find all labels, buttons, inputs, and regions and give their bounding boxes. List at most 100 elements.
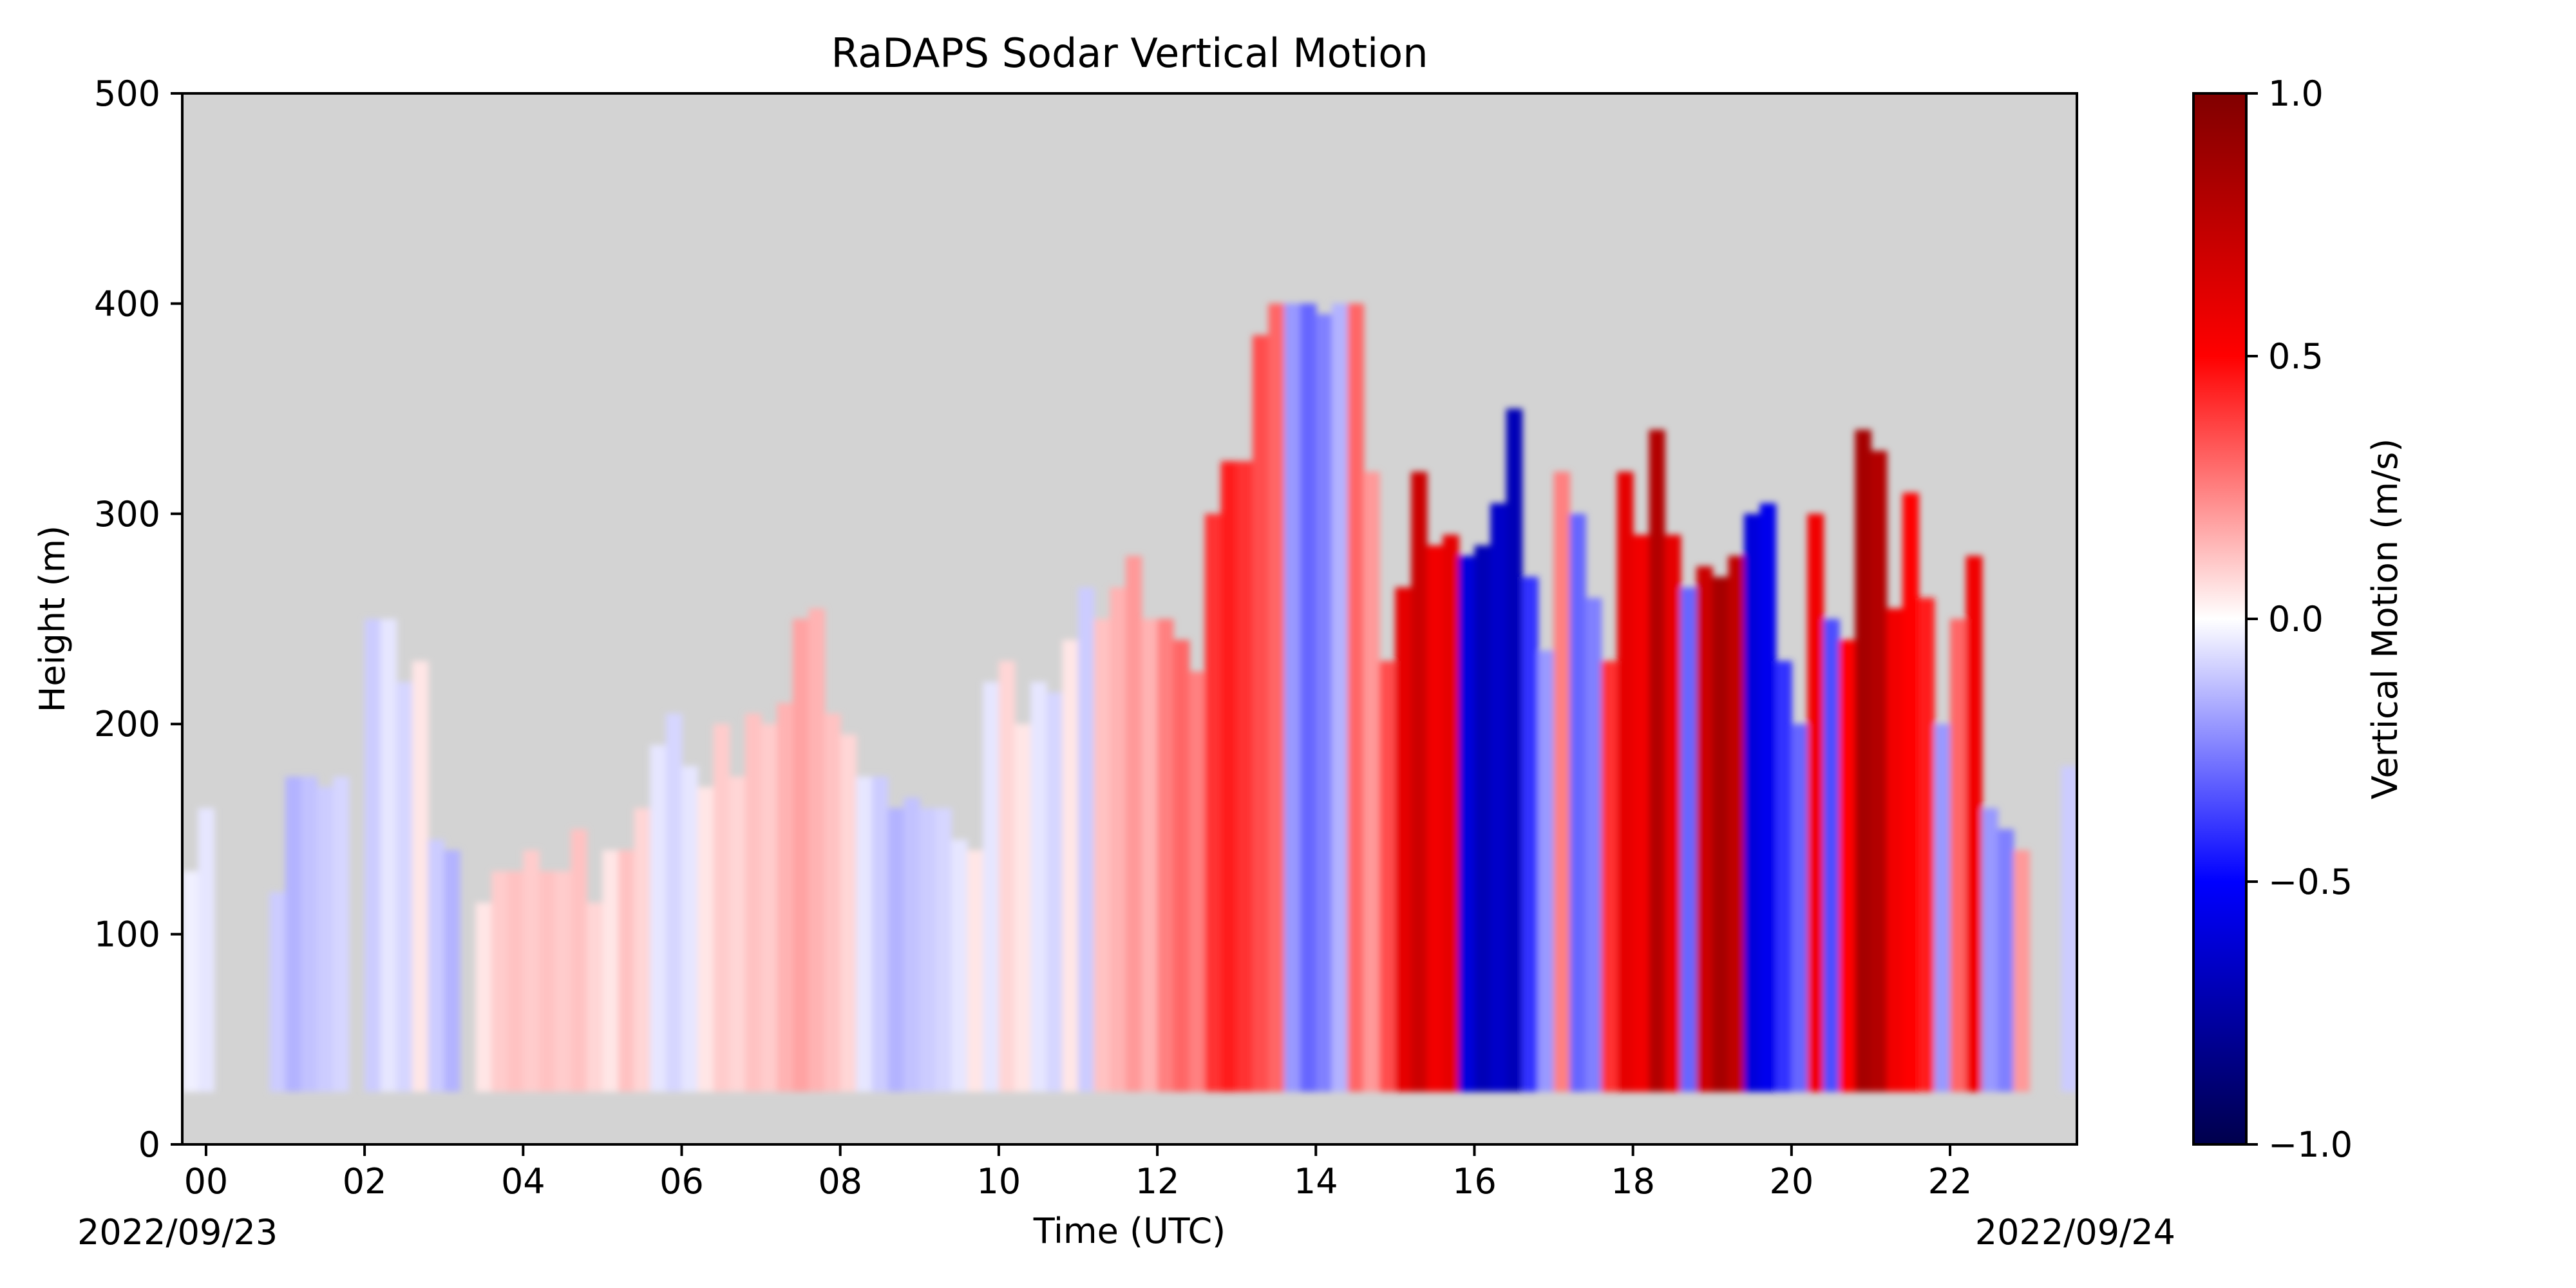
data-column bbox=[1696, 566, 1713, 1092]
x-axis: 00 02 04 06 08 10 12 14 16 18 20 22 bbox=[184, 1144, 1972, 1202]
data-column bbox=[713, 724, 730, 1092]
data-column bbox=[1601, 661, 1618, 1092]
data-column bbox=[1300, 303, 1317, 1092]
data-column bbox=[182, 871, 199, 1092]
data-column bbox=[523, 850, 540, 1092]
data-column bbox=[745, 713, 762, 1092]
data-column bbox=[1078, 587, 1095, 1092]
data-column bbox=[761, 724, 778, 1092]
data-column bbox=[967, 850, 984, 1092]
data-column bbox=[1490, 503, 1507, 1092]
data-column bbox=[808, 608, 826, 1092]
data-column bbox=[1522, 576, 1539, 1092]
data-column bbox=[1014, 724, 1032, 1092]
colorbar-tick-label: 1.0 bbox=[2268, 73, 2324, 114]
data-column bbox=[1982, 808, 1998, 1092]
data-column bbox=[301, 776, 318, 1092]
data-column bbox=[650, 744, 667, 1092]
data-column bbox=[1252, 335, 1269, 1092]
data-column bbox=[538, 871, 556, 1092]
data-column bbox=[904, 797, 920, 1092]
data-column bbox=[1965, 556, 1983, 1092]
data-column bbox=[1506, 408, 1523, 1092]
data-column bbox=[871, 776, 889, 1092]
data-column bbox=[1537, 650, 1555, 1092]
data-column bbox=[2061, 766, 2077, 1092]
x-tick-label: 04 bbox=[501, 1161, 545, 1202]
x-tick-label: 16 bbox=[1452, 1161, 1497, 1202]
y-tick-label: 500 bbox=[94, 73, 160, 114]
data-column bbox=[1474, 545, 1492, 1092]
x-tick-label: 20 bbox=[1769, 1161, 1814, 1202]
data-column bbox=[1284, 303, 1301, 1092]
data-column bbox=[269, 892, 286, 1092]
x-tick-label: 02 bbox=[343, 1161, 387, 1202]
data-column bbox=[1125, 556, 1142, 1092]
data-column bbox=[1918, 598, 1935, 1092]
data-column bbox=[1664, 535, 1681, 1092]
data-column bbox=[1379, 661, 1396, 1092]
y-tick-label: 200 bbox=[94, 704, 160, 744]
data-column bbox=[1347, 303, 1365, 1092]
data-column bbox=[1395, 587, 1412, 1092]
data-column bbox=[1934, 724, 1951, 1092]
data-column bbox=[1823, 619, 1840, 1092]
data-column bbox=[1776, 661, 1792, 1092]
data-column bbox=[665, 713, 683, 1092]
data-column bbox=[1870, 450, 1888, 1092]
data-column bbox=[618, 850, 635, 1092]
data-column bbox=[856, 776, 873, 1092]
data-column bbox=[1046, 692, 1063, 1092]
data-column bbox=[1030, 681, 1047, 1092]
data-column bbox=[444, 850, 460, 1092]
data-column bbox=[1062, 639, 1079, 1092]
data-column bbox=[1855, 430, 1871, 1092]
data-column bbox=[1759, 503, 1777, 1092]
colorbar-tick-label: −1.0 bbox=[2268, 1124, 2353, 1165]
data-column bbox=[396, 681, 413, 1092]
y-tick-label: 100 bbox=[94, 914, 160, 955]
data-column bbox=[1744, 513, 1761, 1092]
y-axis: 0 100 200 300 400 500 bbox=[94, 73, 182, 1165]
data-column bbox=[1110, 587, 1126, 1092]
x-tick-label: 10 bbox=[977, 1161, 1021, 1202]
data-column bbox=[1585, 598, 1602, 1092]
colorbar-tick-label: 0.5 bbox=[2268, 336, 2324, 377]
data-column bbox=[840, 734, 857, 1092]
data-column bbox=[824, 713, 841, 1092]
data-column bbox=[554, 871, 572, 1092]
data-column bbox=[365, 619, 381, 1092]
data-column bbox=[1363, 471, 1380, 1092]
colorbar-axis: 1.0 0.5 0.0 −0.5 −1.0 bbox=[2246, 73, 2353, 1165]
data-column bbox=[1426, 545, 1444, 1092]
y-tick-label: 0 bbox=[138, 1124, 160, 1165]
data-column bbox=[919, 808, 936, 1092]
data-column bbox=[491, 871, 508, 1092]
data-column bbox=[1617, 471, 1634, 1092]
data-column bbox=[951, 839, 968, 1092]
data-column bbox=[697, 787, 714, 1092]
data-column bbox=[428, 839, 445, 1092]
data-column bbox=[998, 661, 1016, 1092]
data-column bbox=[634, 808, 651, 1092]
data-column bbox=[1316, 314, 1332, 1092]
data-column bbox=[1791, 724, 1808, 1092]
data-column bbox=[1633, 535, 1650, 1092]
data-column bbox=[1220, 461, 1238, 1092]
data-column bbox=[1411, 471, 1428, 1092]
data-column bbox=[2013, 850, 2031, 1092]
data-column bbox=[1331, 303, 1349, 1092]
data-column bbox=[1569, 513, 1586, 1092]
data-column bbox=[1807, 513, 1824, 1092]
data-column bbox=[285, 776, 302, 1092]
data-columns bbox=[182, 303, 2077, 1092]
x-tick-label: 06 bbox=[659, 1161, 704, 1202]
data-column bbox=[1204, 513, 1222, 1092]
colorbar bbox=[2192, 92, 2248, 1146]
data-column bbox=[729, 776, 746, 1092]
data-column bbox=[681, 766, 699, 1092]
data-column bbox=[1268, 303, 1285, 1092]
data-column bbox=[1950, 619, 1967, 1092]
data-column bbox=[935, 808, 952, 1092]
